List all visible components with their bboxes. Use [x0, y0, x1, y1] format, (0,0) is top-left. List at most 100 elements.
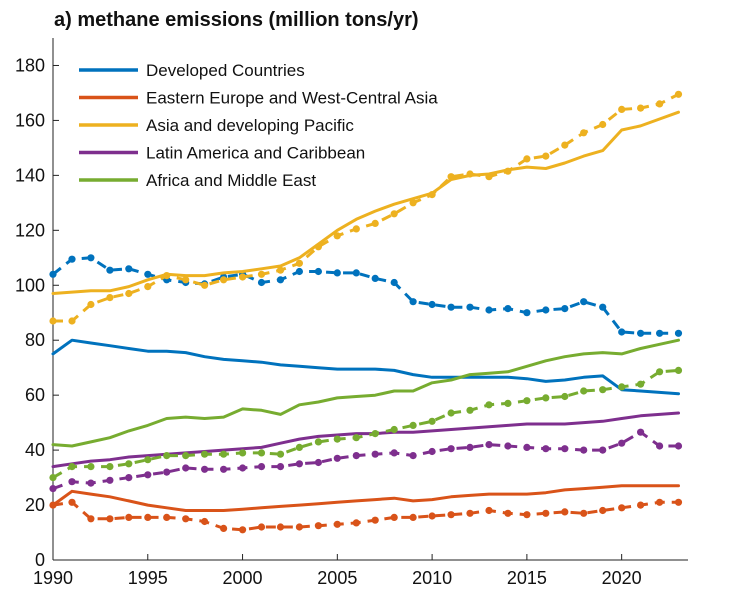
data-point: [485, 506, 493, 515]
data-point: [239, 449, 247, 457]
data-point: [674, 366, 683, 374]
data-point: [352, 225, 360, 233]
data-point: [504, 399, 512, 407]
data-point: [144, 513, 152, 522]
series-layer: [49, 90, 683, 534]
dashed-line: [52, 500, 679, 532]
series-developed-countries: [49, 254, 683, 396]
data-point: [656, 498, 664, 506]
data-point: [599, 386, 607, 394]
y-tick-label: 140: [15, 165, 45, 185]
data-point: [428, 512, 436, 520]
y-tick-label: 60: [25, 385, 45, 405]
data-point: [542, 445, 550, 453]
data-point: [371, 516, 379, 524]
data-point: [182, 515, 190, 523]
data-point: [87, 515, 95, 523]
data-point: [371, 219, 379, 227]
data-point: [390, 513, 398, 522]
data-point: [125, 474, 133, 482]
y-tick-label: 180: [15, 55, 45, 75]
data-point: [637, 501, 645, 509]
data-point: [674, 90, 683, 98]
data-point: [580, 298, 588, 306]
x-tick-label: 2005: [317, 568, 357, 588]
data-point: [618, 439, 626, 447]
data-point: [599, 303, 607, 311]
y-tick-label: 20: [25, 495, 45, 515]
data-point: [257, 449, 266, 457]
data-point: [447, 445, 455, 453]
data-point: [466, 509, 474, 517]
data-point: [561, 305, 569, 313]
data-point: [352, 269, 360, 277]
solid-line: [51, 411, 680, 469]
data-point: [485, 441, 493, 449]
data-point: [257, 270, 266, 278]
data-point: [68, 255, 76, 263]
data-point: [352, 519, 360, 527]
data-point: [276, 276, 285, 284]
data-point: [49, 270, 57, 278]
axes: 0 20 40 60 80 100 120 140 160 180 1990 1995 2000 2005…: [15, 38, 688, 588]
data-point: [182, 276, 190, 284]
data-point: [239, 464, 247, 472]
data-point: [371, 274, 379, 282]
data-point: [466, 406, 474, 414]
data-point: [295, 523, 303, 531]
data-point: [561, 392, 569, 401]
data-point: [637, 380, 645, 388]
data-point: [314, 458, 322, 467]
data-point: [447, 511, 455, 519]
data-point: [182, 464, 190, 472]
data-point: [276, 266, 285, 274]
data-point: [371, 450, 379, 458]
data-point: [580, 446, 588, 454]
data-point: [68, 463, 76, 471]
data-point: [87, 254, 95, 262]
legend-label: Eastern Europe and West-Central Asia: [146, 89, 438, 108]
data-point: [523, 511, 531, 519]
data-point: [201, 450, 209, 458]
data-point: [201, 281, 209, 289]
series-asia-and-developing-pacific: [49, 90, 683, 325]
solid-line: [51, 338, 680, 396]
data-point: [580, 509, 588, 517]
data-point: [618, 328, 626, 336]
data-point: [87, 479, 95, 487]
data-point: [390, 278, 398, 287]
data-point: [504, 167, 512, 175]
data-point: [125, 265, 133, 273]
data-point: [163, 272, 171, 280]
solid-line: [51, 110, 680, 295]
data-point: [637, 329, 645, 337]
data-point: [580, 129, 588, 137]
data-point: [295, 443, 303, 451]
data-point: [523, 443, 531, 451]
data-point: [239, 526, 247, 534]
series-eastern-europe-and-west-central-asia: [49, 484, 683, 534]
data-point: [542, 509, 550, 517]
legend: Developed Countries Eastern Europe and We…: [79, 61, 438, 190]
data-point: [220, 524, 228, 533]
data-point: [106, 294, 114, 302]
x-tick-label: 2010: [412, 568, 452, 588]
data-point: [239, 273, 247, 281]
data-point: [106, 463, 114, 471]
data-point: [428, 300, 436, 309]
series-latin-america-and-caribbean: [49, 411, 683, 493]
data-point: [333, 232, 341, 240]
data-point: [295, 460, 303, 468]
y-tick-label: 120: [15, 220, 45, 240]
data-point: [49, 317, 57, 325]
data-point: [409, 452, 417, 460]
data-point: [561, 141, 569, 149]
legend-label: Latin America and Caribbean: [146, 144, 365, 163]
data-point: [163, 468, 171, 476]
chart-title: a) methane emissions (million tons/yr): [54, 9, 419, 31]
data-point: [504, 509, 512, 517]
data-point: [352, 434, 360, 442]
data-point: [87, 300, 95, 309]
data-point: [49, 474, 57, 482]
data-point: [314, 243, 322, 251]
